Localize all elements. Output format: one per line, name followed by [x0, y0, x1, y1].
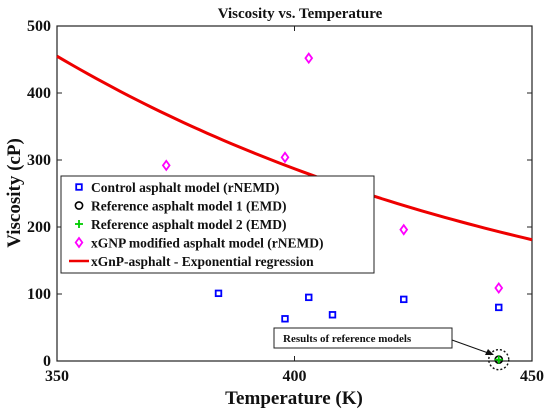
data-point-series-3 [280, 151, 290, 164]
data-point-series-0 [281, 315, 289, 323]
legend-box [60, 175, 375, 274]
legend: Control asphalt model (rNEMD) Reference a… [60, 175, 375, 274]
data-point-series-0 [305, 293, 313, 302]
regression-curve [56, 54, 533, 242]
annotation-arrowhead [485, 349, 494, 355]
axis-ticks: 350 400 450 0 100 200 300 400 500 [27, 18, 544, 385]
y-tick-label: 0 [43, 353, 51, 370]
x-tick-label: 400 [283, 368, 307, 385]
y-tick-label: 200 [27, 219, 51, 236]
legend-marker-2 [75, 220, 83, 228]
legend-label-0: Control asphalt model (rNEMD) [91, 180, 279, 195]
legend-marker-3 [74, 236, 84, 249]
annotation-arrow [451, 339, 492, 355]
legend-label-3: xGNP modified asphalt model (rNEMD) [91, 236, 324, 251]
data-point-series-3 [399, 223, 409, 236]
data-point-series-0 [214, 289, 223, 298]
y-tick-label: 500 [27, 18, 51, 35]
data-point-series-3 [161, 159, 171, 172]
points-layer [161, 52, 510, 371]
x-tick-label: 450 [520, 368, 544, 385]
legend-marker-1 [74, 201, 84, 210]
data-point-series-0 [495, 303, 503, 312]
data-point-series-0 [328, 311, 337, 319]
reference-highlight-circle [488, 348, 510, 371]
x-axis-title: Temperature (K) [225, 388, 363, 409]
annotation: Results of reference models [273, 327, 494, 355]
y-tick-label: 100 [27, 286, 51, 303]
chart-title: Viscosity vs. Temperature [218, 6, 383, 22]
data-point-series-0 [400, 295, 408, 304]
legend-label-4: xGnP-asphalt - Exponential regression [91, 254, 314, 269]
y-tick-label: 300 [27, 152, 51, 169]
x-tick-label: 350 [45, 368, 69, 385]
y-axis-title: Viscosity (cP) [4, 138, 25, 248]
legend-items: Control asphalt model (rNEMD) Reference a… [69, 180, 324, 269]
annotation-box [273, 327, 453, 349]
legend-marker-0 [75, 183, 83, 191]
regression-layer [56, 54, 533, 242]
legend-label-2: Reference asphalt model 2 (EMD) [91, 217, 286, 232]
data-point-series-3 [494, 281, 504, 294]
data-point-series-3 [304, 52, 314, 65]
annotation-text: Results of reference models [283, 333, 412, 345]
y-tick-label: 400 [27, 85, 51, 102]
legend-label-1: Reference asphalt model 1 (EMD) [91, 199, 286, 214]
data-point-series-2 [494, 355, 503, 364]
